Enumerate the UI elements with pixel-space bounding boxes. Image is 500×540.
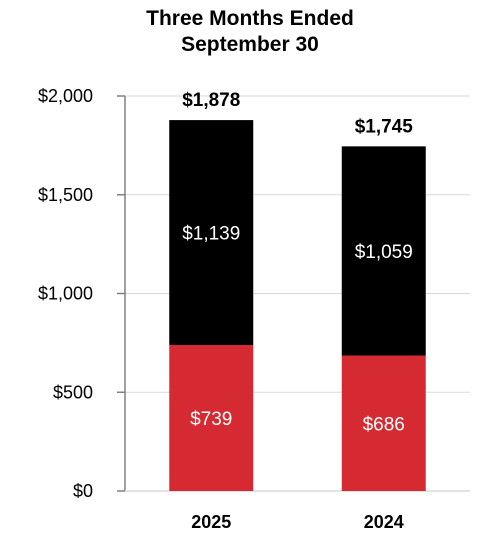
y-tick-label: $2,000: [38, 86, 93, 106]
y-tick-label: $0: [73, 481, 93, 501]
bar-segment-label: $739: [190, 409, 232, 430]
bar-segment: [169, 345, 254, 491]
bar-segment: [341, 146, 426, 356]
bar-segment-label: $1,059: [355, 242, 413, 263]
x-category-label: 2024: [364, 512, 404, 532]
bar-segment: [341, 355, 426, 491]
bar-segment: [169, 120, 254, 346]
bar-segment-label: $1,139: [182, 224, 240, 245]
y-tick-label: $1,500: [38, 185, 93, 205]
chart-title-line-2: September 30: [181, 33, 319, 56]
chart-title: Three Months Ended September 30: [0, 6, 500, 58]
bar-segment-label: $686: [363, 414, 405, 435]
bar-total-label: $1,745: [355, 116, 414, 137]
x-category-label: 2025: [191, 512, 231, 532]
y-tick-label: $500: [53, 382, 93, 402]
chart-title-line-1: Three Months Ended: [146, 7, 354, 30]
y-tick-label: $1,000: [38, 284, 93, 304]
bar-total-label: $1,878: [182, 90, 240, 111]
